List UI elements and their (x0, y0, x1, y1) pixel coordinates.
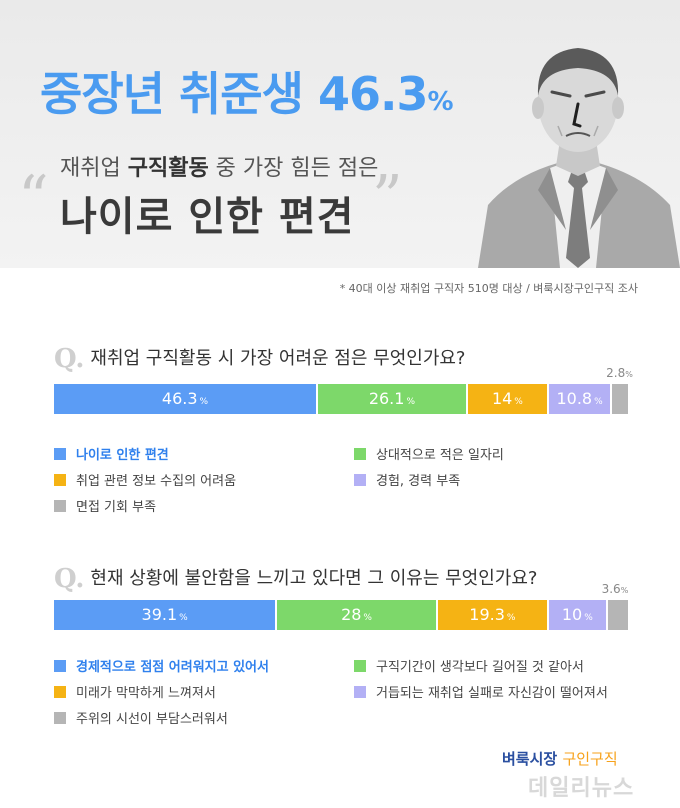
question-2-text: 현재 상황에 불안함을 느끼고 있다면 그 이유는 무엇인가요? (90, 568, 538, 589)
stacked-bar-1: 46.3% 26.1% 14% 10.8% 2.8% (54, 366, 633, 414)
legend-swatch (354, 660, 366, 672)
watermark: 데일리뉴스 (528, 776, 635, 801)
headline-text: 중장년 취준생 46.3 (40, 67, 428, 121)
bar-value-label: 3.6% (601, 582, 629, 596)
legend-item: 취업 관련 정보 수집의 어려움 (54, 470, 236, 489)
legend-label: 구직기간이 생각보다 길어질 것 같아서 (376, 660, 584, 675)
bar-segment (277, 600, 436, 630)
subtitle-post: 중 가장 힘든 점은 (208, 156, 379, 181)
legend-swatch (354, 474, 366, 486)
legend-item: 주위의 시선이 부담스러워서 (54, 708, 228, 727)
bar-segment (54, 384, 317, 414)
question-1: Q. 재취업 구직활동 시 가장 어려운 점은 무엇인가요? (54, 344, 466, 374)
legend-label: 경험, 경력 부족 (376, 474, 461, 489)
businessman-illustration (478, 48, 680, 268)
legend-item: 구직기간이 생각보다 길어질 것 같아서 (354, 656, 584, 675)
header-banner: 중장년 취준생 46.3% 재취업 구직활동 중 가장 힘든 점은 “ 나이로 … (0, 0, 680, 268)
bar-segment (549, 384, 611, 414)
headline-unit: % (427, 87, 453, 117)
headline: 중장년 취준생 46.3% (40, 58, 454, 124)
open-quote-mark: “ (18, 163, 49, 233)
bar-value-label: 19.3% (469, 605, 516, 624)
subtitle-line1: 재취업 구직활동 중 가장 힘든 점은 (60, 150, 378, 182)
legend-label: 거듭되는 재취업 실패로 자신감이 떨어져서 (376, 686, 608, 701)
q-mark: Q. (54, 344, 85, 374)
legend-label: 취업 관련 정보 수집의 어려움 (76, 474, 237, 489)
logo-product: 구인구직 (562, 750, 618, 768)
legend-item: 경험, 경력 부족 (354, 470, 460, 489)
bar-value-label: 39.1% (141, 605, 188, 624)
bar-segment (607, 600, 628, 630)
legend-item: 면접 기회 부족 (54, 496, 156, 515)
source-note: * 40대 이상 재취업 구직자 510명 대상 / 벼룩시장구인구직 조사 (339, 282, 638, 295)
legend-item: 거듭되는 재취업 실패로 자신감이 떨어져서 (354, 682, 608, 701)
legend-item: 상대적으로 적은 일자리 (354, 444, 504, 463)
legend-swatch (54, 686, 66, 698)
legend-label: 경제적으로 점점 어려워지고 있어서 (76, 660, 269, 675)
legend-label: 나이로 인한 편견 (76, 448, 169, 463)
close-quote-mark: ” (372, 163, 403, 233)
bar-segment (318, 384, 466, 414)
legend-label: 미래가 막막하게 느껴져서 (76, 686, 216, 701)
bar-segment (549, 600, 606, 630)
bar-value-label: 28% (341, 605, 372, 624)
bar-segment (54, 600, 276, 630)
logo-name: 벼룩시장 (502, 750, 558, 768)
legend-swatch (54, 660, 66, 672)
legend-label: 면접 기회 부족 (76, 500, 157, 515)
bar-value-label: 10.8% (556, 389, 603, 408)
bar-value-label: 46.3% (161, 389, 209, 408)
legend-swatch (54, 448, 66, 460)
bar-segment (467, 384, 548, 414)
legend-swatch (54, 712, 66, 724)
legend-item: 나이로 인한 편견 (54, 444, 169, 463)
legend-item: 미래가 막막하게 느껴져서 (54, 682, 216, 701)
legend-label: 상대적으로 적은 일자리 (376, 448, 504, 463)
legend-swatch (354, 686, 366, 698)
legend-label: 주위의 시선이 부담스러워서 (76, 712, 228, 727)
stacked-bar-2: 39.1% 28% 19.3% 10% 3.6% (54, 582, 628, 630)
bar-value-label: 2.8% (606, 366, 633, 380)
bar-value-label: 14% (491, 389, 523, 408)
bar-value-label: 10% (561, 605, 593, 624)
bar-segment (612, 384, 628, 414)
question-1-text: 재취업 구직활동 시 가장 어려운 점은 무엇인가요? (90, 348, 466, 369)
legend-swatch (354, 448, 366, 460)
subtitle-main: 나이로 인한 편견 (60, 194, 355, 240)
bar-value-label: 26.1% (368, 389, 415, 408)
question-2: Q. 현재 상황에 불안함을 느끼고 있다면 그 이유는 무엇인가요? (54, 564, 537, 594)
legend-swatch (54, 474, 66, 486)
subtitle-bold: 구직활동 (127, 156, 209, 181)
subtitle-pre: 재취업 (60, 156, 128, 181)
brand-logo: 벼룩시장 구인구직 (502, 748, 618, 769)
legend-item: 경제적으로 점점 어려워지고 있어서 (54, 656, 269, 675)
legend-swatch (54, 500, 66, 512)
q-mark: Q. (54, 564, 85, 594)
bar-segment (437, 600, 548, 630)
